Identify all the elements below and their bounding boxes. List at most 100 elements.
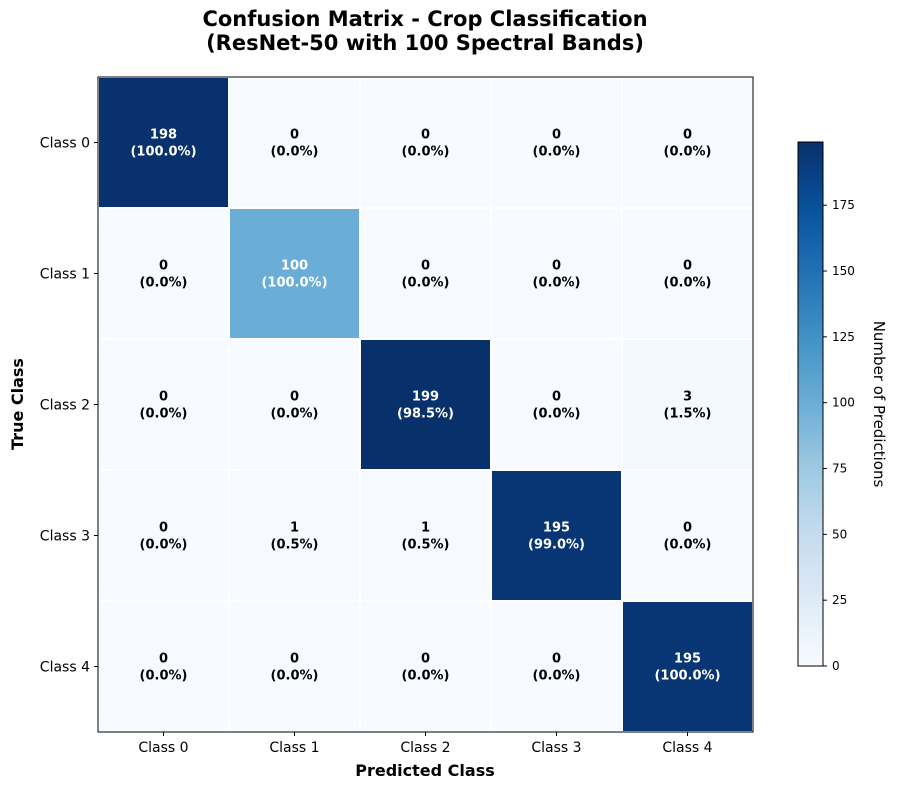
- colorbar-tick-label: 50: [832, 527, 847, 541]
- colorbar-tick-label: 125: [832, 330, 855, 344]
- heatmap-cell-r4-c3: [490, 600, 623, 733]
- heatmap-cell-r2-c1: [228, 338, 361, 471]
- heatmap-cell-r4-c1: [228, 600, 361, 733]
- colorbar-tick-label: 75: [832, 462, 847, 476]
- cell-percent-label: (100.0%): [130, 145, 196, 160]
- chart-title-line1: Confusion Matrix - Crop Classification: [202, 7, 647, 31]
- cell-count-label: 0: [683, 128, 692, 143]
- cell-count-label: 100: [281, 259, 308, 274]
- heatmap-cell-r1-c3: [490, 207, 623, 340]
- cell-count-label: 198: [150, 128, 177, 143]
- colorbar: [797, 141, 824, 667]
- heatmap-cell-r4-c4: [621, 600, 754, 733]
- y-axis-title: True Class: [8, 358, 27, 450]
- cell-percent-label: (0.0%): [664, 276, 712, 291]
- cell-count-label: 3: [683, 390, 692, 405]
- cell-percent-label: (0.0%): [664, 538, 712, 553]
- cell-count-label: 195: [543, 521, 570, 536]
- cell-count-label: 0: [159, 521, 168, 536]
- heatmap-cell-r1-c4: [621, 207, 754, 340]
- cell-percent-label: (0.0%): [140, 276, 188, 291]
- heatmap-cell-r3-c3: [490, 469, 623, 602]
- cell-count-label: 0: [159, 652, 168, 667]
- cell-percent-label: (0.0%): [271, 669, 319, 684]
- cell-count-label: 1: [290, 521, 299, 536]
- cell-percent-label: (0.0%): [140, 407, 188, 422]
- cell-percent-label: (0.0%): [271, 407, 319, 422]
- cell-percent-label: (0.0%): [664, 145, 712, 160]
- colorbar-label: Number of Predictions: [870, 321, 888, 488]
- heatmap-cell-r0-c4: [621, 76, 754, 209]
- colorbar-tick-label: 100: [832, 396, 855, 410]
- x-tick-label: Class 0: [138, 740, 188, 756]
- heatmap-cell-r3-c1: [228, 469, 361, 602]
- cell-count-label: 0: [159, 390, 168, 405]
- cell-percent-label: (0.0%): [140, 538, 188, 553]
- cell-count-label: 0: [421, 259, 430, 274]
- cell-count-label: 1: [421, 521, 430, 536]
- heatmap-cells: 198 (100.0%) 0 (0.0%) 0 (0.0%) 0 (0.0%) 0 (0.0%) 0…: [97, 76, 754, 733]
- cell-count-label: 0: [159, 259, 168, 274]
- colorbar-tick-label: 150: [832, 264, 855, 278]
- cell-count-label: 0: [552, 652, 561, 667]
- cell-percent-label: (1.5%): [664, 407, 712, 422]
- cell-percent-label: (0.0%): [533, 276, 581, 291]
- y-tick-labels: Class 0 Class 1 Class 2 Class 3 Class 4: [40, 136, 98, 676]
- heatmap-cell-r0-c2: [359, 76, 492, 209]
- cell-count-label: 0: [552, 128, 561, 143]
- x-tick-label: Class 1: [269, 740, 319, 756]
- cell-percent-label: (0.0%): [402, 276, 450, 291]
- heatmap-cell-r2-c3: [490, 338, 623, 471]
- cell-percent-label: (0.0%): [402, 669, 450, 684]
- cell-count-label: 0: [683, 259, 692, 274]
- y-tick-label: Class 0: [40, 136, 90, 152]
- colorbar-tick-label: 25: [832, 593, 847, 607]
- heatmap-cell-r4-c2: [359, 600, 492, 733]
- colorbar-tick-label: 0: [832, 659, 840, 673]
- cell-percent-label: (0.0%): [402, 145, 450, 160]
- heatmap-cell-r0-c0: [97, 76, 230, 209]
- cell-count-label: 0: [683, 521, 692, 536]
- cell-count-label: 195: [674, 652, 701, 667]
- heatmap-cell-r2-c2: [359, 338, 492, 471]
- heatmap-cell-r3-c0: [97, 469, 230, 602]
- cell-percent-label: (0.5%): [271, 538, 319, 553]
- heatmap-cell-r3-c2: [359, 469, 492, 602]
- y-tick-label: Class 4: [40, 660, 90, 676]
- heatmap-cell-r4-c0: [97, 600, 230, 733]
- colorbar-ticks: 0 25 50 75 100 125 150 175: [823, 198, 855, 673]
- x-tick-label: Class 3: [531, 740, 581, 756]
- cell-percent-label: (0.0%): [533, 145, 581, 160]
- heatmap-cell-r1-c0: [97, 207, 230, 340]
- cell-percent-label: (99.0%): [528, 538, 585, 553]
- heatmap-cell-r1-c1: [228, 207, 361, 340]
- cell-percent-label: (0.0%): [533, 407, 581, 422]
- cell-count-label: 0: [290, 390, 299, 405]
- heatmap-cell-r2-c0: [97, 338, 230, 471]
- heatmap-cell-r2-c4: [621, 338, 754, 471]
- cell-percent-label: (100.0%): [654, 669, 720, 684]
- cell-percent-label: (98.5%): [397, 407, 454, 422]
- cell-count-label: 0: [421, 128, 430, 143]
- cell-count-label: 0: [552, 390, 561, 405]
- cell-percent-label: (0.0%): [533, 669, 581, 684]
- cell-count-label: 0: [290, 652, 299, 667]
- cell-percent-label: (0.0%): [140, 669, 188, 684]
- x-tick-labels: Class 0 Class 1 Class 2 Class 3 Class 4: [138, 732, 713, 756]
- x-axis-title: Predicted Class: [355, 761, 494, 780]
- heatmap-cell-r3-c4: [621, 469, 754, 602]
- cell-count-label: 0: [421, 652, 430, 667]
- y-tick-label: Class 1: [40, 267, 90, 283]
- colorbar-tick-label: 175: [832, 198, 855, 212]
- cell-percent-label: (100.0%): [261, 276, 327, 291]
- cell-percent-label: (0.5%): [402, 538, 450, 553]
- chart-title-line2: (ResNet-50 with 100 Spectral Bands): [206, 31, 644, 55]
- cell-count-label: 199: [412, 390, 439, 405]
- cell-count-label: 0: [552, 259, 561, 274]
- heatmap-cell-r0-c3: [490, 76, 623, 209]
- y-tick-label: Class 2: [40, 398, 90, 414]
- x-tick-label: Class 2: [400, 740, 450, 756]
- heatmap-cell-r0-c1: [228, 76, 361, 209]
- cell-count-label: 0: [290, 128, 299, 143]
